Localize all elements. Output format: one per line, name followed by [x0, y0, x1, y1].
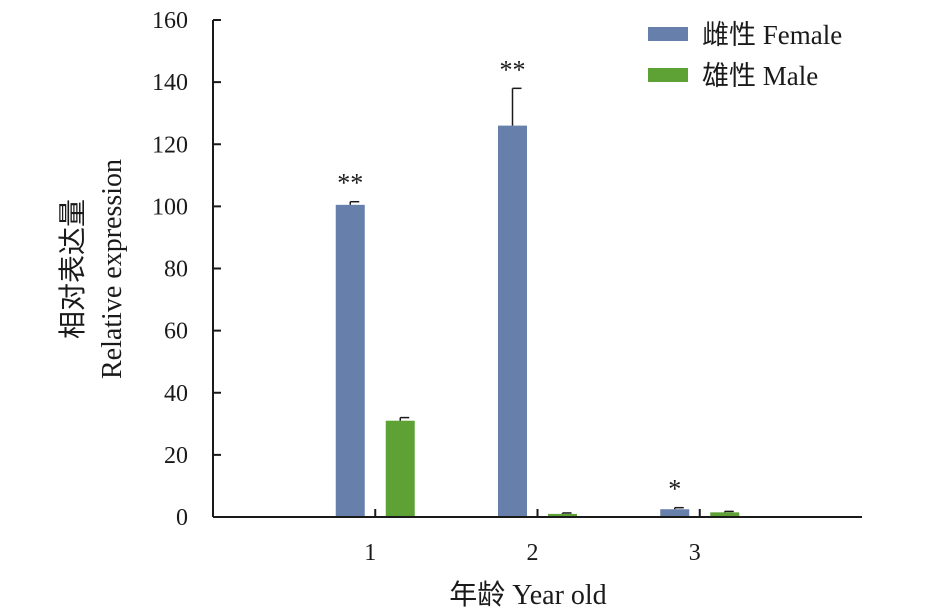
bar-s0-c1: [498, 125, 527, 518]
bar-s0-c0: [335, 204, 365, 517]
y-tick-label-4: 80: [164, 257, 188, 283]
y-tick-label-1: 20: [164, 443, 188, 469]
y-tick-label-5: 100: [152, 194, 188, 220]
y-tick-label-2: 40: [164, 381, 188, 407]
significance-s0-c2: *: [668, 475, 681, 504]
significance-s0-c1: **: [500, 55, 526, 84]
y-tick-label-3: 60: [164, 319, 188, 345]
y-tick-label-0: 0: [176, 505, 188, 531]
bar-s1-c1: [548, 513, 577, 517]
significance-labels: *****: [337, 55, 681, 503]
x-tick-label-1: 2: [527, 540, 539, 566]
x-tick-label-2: 3: [689, 540, 701, 566]
y-axis-ticks: 0 20 40 60 80 100 120 140 160: [152, 8, 221, 531]
x-axis-label: 年龄 Year old: [449, 579, 606, 611]
legend-label-male: 雄性 Male: [702, 61, 818, 91]
bar-s1-c0: [385, 420, 415, 517]
error-bars: [349, 87, 734, 514]
bar-s0-c2: [660, 509, 690, 517]
y-axis-label-en: Relative expression: [97, 159, 128, 379]
x-tick-label-0: 1: [364, 540, 376, 566]
bar-s1-c2: [710, 512, 740, 517]
y-tick-label-7: 140: [152, 70, 188, 96]
y-tick-label-6: 120: [152, 132, 188, 158]
y-axis-label-cn: 相对表达量: [57, 199, 89, 339]
legend-label-female: 雌性 Female: [702, 20, 842, 50]
significance-s0-c0: **: [337, 169, 363, 198]
legend: 雌性 Female 雄性 Male: [648, 20, 842, 91]
legend-swatch-female: [648, 27, 688, 41]
bars: [335, 125, 740, 518]
y-tick-label-8: 160: [152, 8, 188, 34]
legend-swatch-male: [648, 68, 688, 82]
x-axis-ticks: 1 2 3: [364, 509, 701, 566]
